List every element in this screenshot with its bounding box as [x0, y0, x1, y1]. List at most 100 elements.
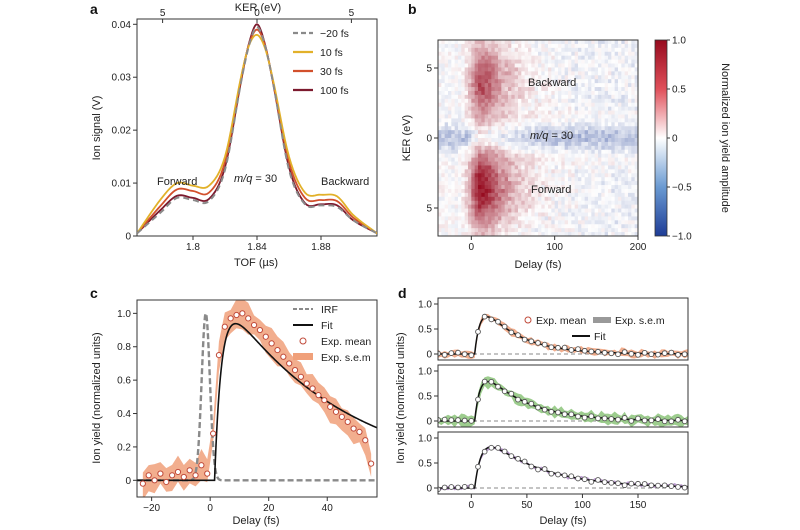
- heatmap-cell: [514, 188, 519, 194]
- heatmap-cell: [581, 208, 586, 213]
- heatmap-cell: [531, 71, 536, 76]
- heatmap-cell: [578, 192, 582, 198]
- heatmap-cell: [454, 51, 459, 57]
- heatmap-cell: [444, 126, 449, 131]
- heatmap-cell: [508, 67, 512, 72]
- heatmap-cell: [561, 75, 566, 80]
- heatmap-cell: [584, 106, 589, 111]
- heatmap-cell: [541, 47, 546, 53]
- heatmap-cell: [634, 204, 638, 209]
- heatmap-cell: [571, 177, 576, 182]
- heatmap-cell: [601, 141, 606, 147]
- heatmap-cell: [594, 165, 599, 170]
- heatmap-cell: [518, 90, 522, 96]
- heatmap-cell: [634, 83, 638, 88]
- heatmap-cell: [571, 216, 576, 221]
- heatmap-cell: [598, 204, 602, 209]
- heatmap-cell: [571, 208, 576, 213]
- heatmap-cell: [548, 165, 552, 170]
- heatmap-cell: [524, 114, 529, 119]
- heatmap-cell: [618, 232, 622, 236]
- heatmap-cell: [498, 75, 502, 80]
- heatmap-cell: [614, 63, 619, 68]
- heatmap-cell: [624, 75, 629, 80]
- heatmap-cell: [491, 87, 496, 92]
- heatmap-cell: [478, 212, 482, 217]
- heatmap-cell: [534, 130, 539, 135]
- heatmap-cell: [541, 106, 546, 111]
- heatmap-cell: [574, 63, 579, 68]
- heatmap-cell: [631, 224, 636, 229]
- heatmap-cell: [478, 204, 482, 209]
- heatmap-cell: [508, 212, 512, 217]
- heatmap-cell: [624, 141, 629, 147]
- mean-point: [575, 413, 581, 420]
- heatmap-cell: [478, 188, 482, 194]
- mean-point: [675, 484, 681, 490]
- heatmap-cell: [518, 204, 522, 209]
- heatmap-cell: [444, 196, 449, 202]
- heatmap-cell: [441, 138, 446, 143]
- heatmap-cell: [448, 177, 452, 182]
- heatmap-cell: [594, 161, 599, 166]
- heatmap-cell: [571, 196, 576, 202]
- heatmap-cell: [598, 173, 602, 178]
- heatmap-cell: [551, 87, 556, 92]
- heatmap-cell: [521, 228, 526, 233]
- heatmap-cell: [458, 204, 462, 209]
- heatmap-cell: [514, 126, 519, 131]
- heatmap-cell: [618, 102, 622, 108]
- heatmap-cell: [534, 161, 539, 166]
- heatmap-cell: [568, 200, 572, 206]
- heatmap-cell: [441, 149, 446, 155]
- heatmap-cell: [584, 51, 589, 57]
- heatmap-cell: [621, 145, 626, 151]
- heatmap-cell: [504, 138, 509, 143]
- heatmap-cell: [551, 232, 556, 236]
- heatmap-cell: [611, 138, 616, 143]
- heatmap-cell: [438, 192, 442, 198]
- heatmap-cell: [451, 126, 456, 131]
- heatmap-cell: [634, 130, 638, 135]
- heatmap-cell: [511, 98, 516, 104]
- heatmap-cell: [584, 87, 589, 92]
- heatmap-cell: [441, 141, 446, 147]
- heatmap-cell: [574, 114, 579, 119]
- heatmap-cell: [618, 47, 622, 53]
- heatmap-cell: [604, 220, 609, 225]
- heatmap-cell: [624, 67, 629, 72]
- heatmap-cell: [531, 51, 536, 57]
- heatmap-cell: [631, 177, 636, 182]
- heatmap-cell: [481, 145, 486, 151]
- heatmap-cell: [601, 102, 606, 108]
- heatmap-cell: [594, 149, 599, 155]
- heatmap-cell: [451, 138, 456, 143]
- heatmap-cell: [451, 114, 456, 119]
- heatmap-cell: [478, 177, 482, 182]
- panel-c-label: c: [90, 285, 98, 301]
- heatmap-cell: [614, 114, 619, 119]
- heatmap-cell: [551, 79, 556, 84]
- heatmap-cell: [514, 110, 519, 115]
- heatmap-cell: [464, 188, 469, 194]
- heatmap-cell: [541, 110, 546, 115]
- heatmap-cell: [534, 181, 539, 186]
- heatmap-cell: [441, 196, 446, 202]
- heatmap-cell: [634, 55, 638, 60]
- heatmap-cell: [628, 94, 632, 100]
- mean-point: [303, 380, 310, 387]
- heatmap-cell: [538, 79, 542, 84]
- heatmap-cell: [458, 130, 462, 135]
- heatmap-cell: [438, 106, 442, 111]
- heatmap-cell: [461, 130, 466, 135]
- heatmap-cell: [538, 83, 542, 88]
- heatmap-cell: [464, 94, 469, 100]
- heatmap-cell: [601, 220, 606, 225]
- heatmap-cell: [601, 196, 606, 202]
- heatmap-cell: [471, 185, 476, 190]
- heatmap-cell: [464, 118, 469, 123]
- heatmap-cell: [524, 192, 529, 198]
- heatmap-cell: [608, 75, 612, 80]
- heatmap-cell: [488, 145, 492, 151]
- heatmap-cell: [501, 55, 506, 60]
